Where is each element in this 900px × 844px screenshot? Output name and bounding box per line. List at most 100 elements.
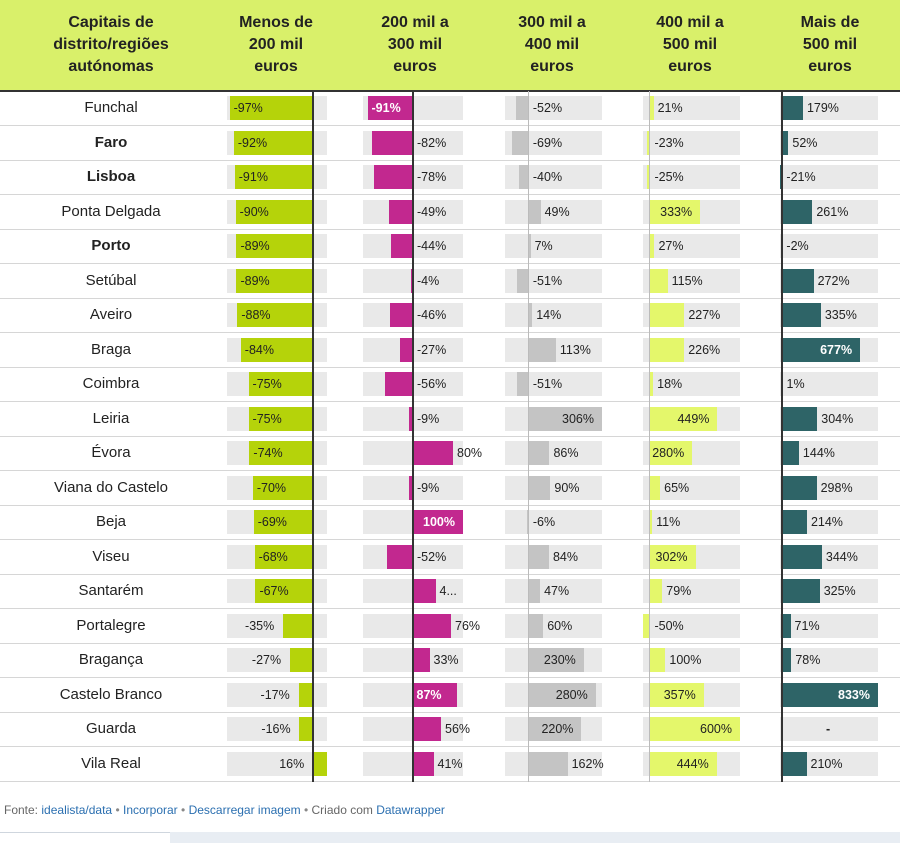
value-label: -91% <box>238 170 268 184</box>
zero-axis-line <box>412 746 414 782</box>
zero-axis-line <box>527 367 529 402</box>
zero-axis-line <box>527 677 529 713</box>
value-label: 100% <box>669 653 702 667</box>
bar-track <box>505 544 602 569</box>
footer: Fonte: idealista/data • Incorporar • Des… <box>4 803 445 817</box>
value-label: 214% <box>810 515 843 529</box>
data-bar <box>782 579 820 603</box>
data-bar <box>413 441 453 465</box>
download-image-link[interactable]: Descarregar imagem <box>188 803 301 817</box>
data-bar <box>782 475 817 500</box>
scrollbar-thumb[interactable] <box>0 832 170 844</box>
value-label: 11% <box>656 515 681 529</box>
footer-source-prefix: Fonte: <box>4 803 39 817</box>
data-bar <box>528 475 551 500</box>
city-name: Ponta Delgada <box>61 202 161 220</box>
data-bar <box>413 717 441 741</box>
zero-axis-line <box>649 608 651 644</box>
value-label: -35% <box>245 618 275 633</box>
value-label: -89% <box>240 273 270 288</box>
zero-axis-line <box>412 125 414 161</box>
data-bar <box>248 406 314 431</box>
data-bar <box>782 130 789 155</box>
data-bar <box>650 648 666 672</box>
zero-axis-line <box>527 436 529 471</box>
value-label: 226% <box>688 342 721 357</box>
zero-axis-line <box>649 298 651 333</box>
value-label: 335% <box>824 308 857 322</box>
value-label: -69% <box>257 515 287 529</box>
zero-axis-line <box>781 470 784 506</box>
bar-track <box>227 751 327 776</box>
value-label: 357% <box>663 687 696 702</box>
city-name: Bragança <box>78 651 144 668</box>
value-label: 144% <box>802 446 835 460</box>
data-bar <box>782 441 799 465</box>
data-bar <box>390 303 413 327</box>
data-bar <box>782 96 803 120</box>
header-city-column: Capitais de distrito/regiões autónomas <box>53 14 169 75</box>
data-bar <box>233 130 314 155</box>
zero-axis-line <box>649 677 651 713</box>
data-bar <box>255 579 314 603</box>
value-label: -78% <box>417 170 447 184</box>
value-label: -6% <box>532 515 556 529</box>
data-bar <box>782 199 813 224</box>
city-name: Viana do Castelo <box>54 478 168 496</box>
bottom-scrollbar[interactable] <box>0 832 900 844</box>
city-name: Porto <box>91 237 131 254</box>
table-row: Viana do Castelo -70% -9% 90% 65% 298% <box>0 470 900 506</box>
zero-axis-line <box>312 470 315 506</box>
city-name: Faro <box>94 133 128 151</box>
value-label: 600% <box>700 722 732 736</box>
data-bar <box>248 372 314 396</box>
city-name: Santarém <box>78 582 144 599</box>
city-name: Vila Real <box>81 754 141 772</box>
data-bar <box>408 475 413 500</box>
value-label: 280% <box>555 687 588 702</box>
value-label: 21% <box>657 101 683 115</box>
zero-axis-line <box>527 470 529 506</box>
bar-track <box>643 613 740 638</box>
city-name: Évora <box>91 444 131 461</box>
data-bar <box>516 96 529 120</box>
value-label: -88% <box>241 308 271 322</box>
city-name: Funchal <box>84 99 138 116</box>
footer-separator: • <box>181 803 186 817</box>
value-label: 115% <box>671 273 703 288</box>
embed-link[interactable]: Incorporar <box>122 803 178 817</box>
zero-axis-line <box>312 712 315 747</box>
value-label: 113% <box>559 342 591 357</box>
data-bar <box>388 199 413 224</box>
bar-track <box>780 372 878 396</box>
value-label: 87% <box>416 687 442 702</box>
value-label: 60% <box>547 618 573 633</box>
zero-axis-line <box>412 91 414 126</box>
value-label: -21% <box>786 170 816 184</box>
datawrapper-link[interactable]: Datawrapper <box>376 803 445 817</box>
zero-axis-line <box>312 160 315 195</box>
value-label: -2% <box>786 239 809 253</box>
data-bar <box>650 372 654 396</box>
source-link[interactable]: idealista/data <box>41 803 113 817</box>
city-name: Portalegre <box>76 616 146 634</box>
data-bar <box>782 613 791 638</box>
bar-track <box>643 510 740 534</box>
value-label: 325% <box>823 584 856 598</box>
value-label: -52% <box>532 101 563 115</box>
zero-axis-line <box>649 470 651 506</box>
table-row: Castelo Branco -17% 87% 280% 357% 833% <box>0 677 900 713</box>
value-label: -89% <box>240 239 270 253</box>
data-bar <box>650 441 693 465</box>
zero-axis-line <box>649 91 651 126</box>
zero-axis-line <box>527 298 529 333</box>
city-name: Leiria <box>92 409 130 427</box>
data-bar <box>367 96 413 120</box>
value-label: 304% <box>821 411 854 426</box>
value-label: 56% <box>445 722 471 736</box>
city-name: Beja <box>95 513 127 530</box>
value-label: -67% <box>259 584 289 598</box>
data-bar <box>234 165 314 189</box>
data-bar <box>782 544 822 569</box>
data-bar <box>528 234 531 258</box>
